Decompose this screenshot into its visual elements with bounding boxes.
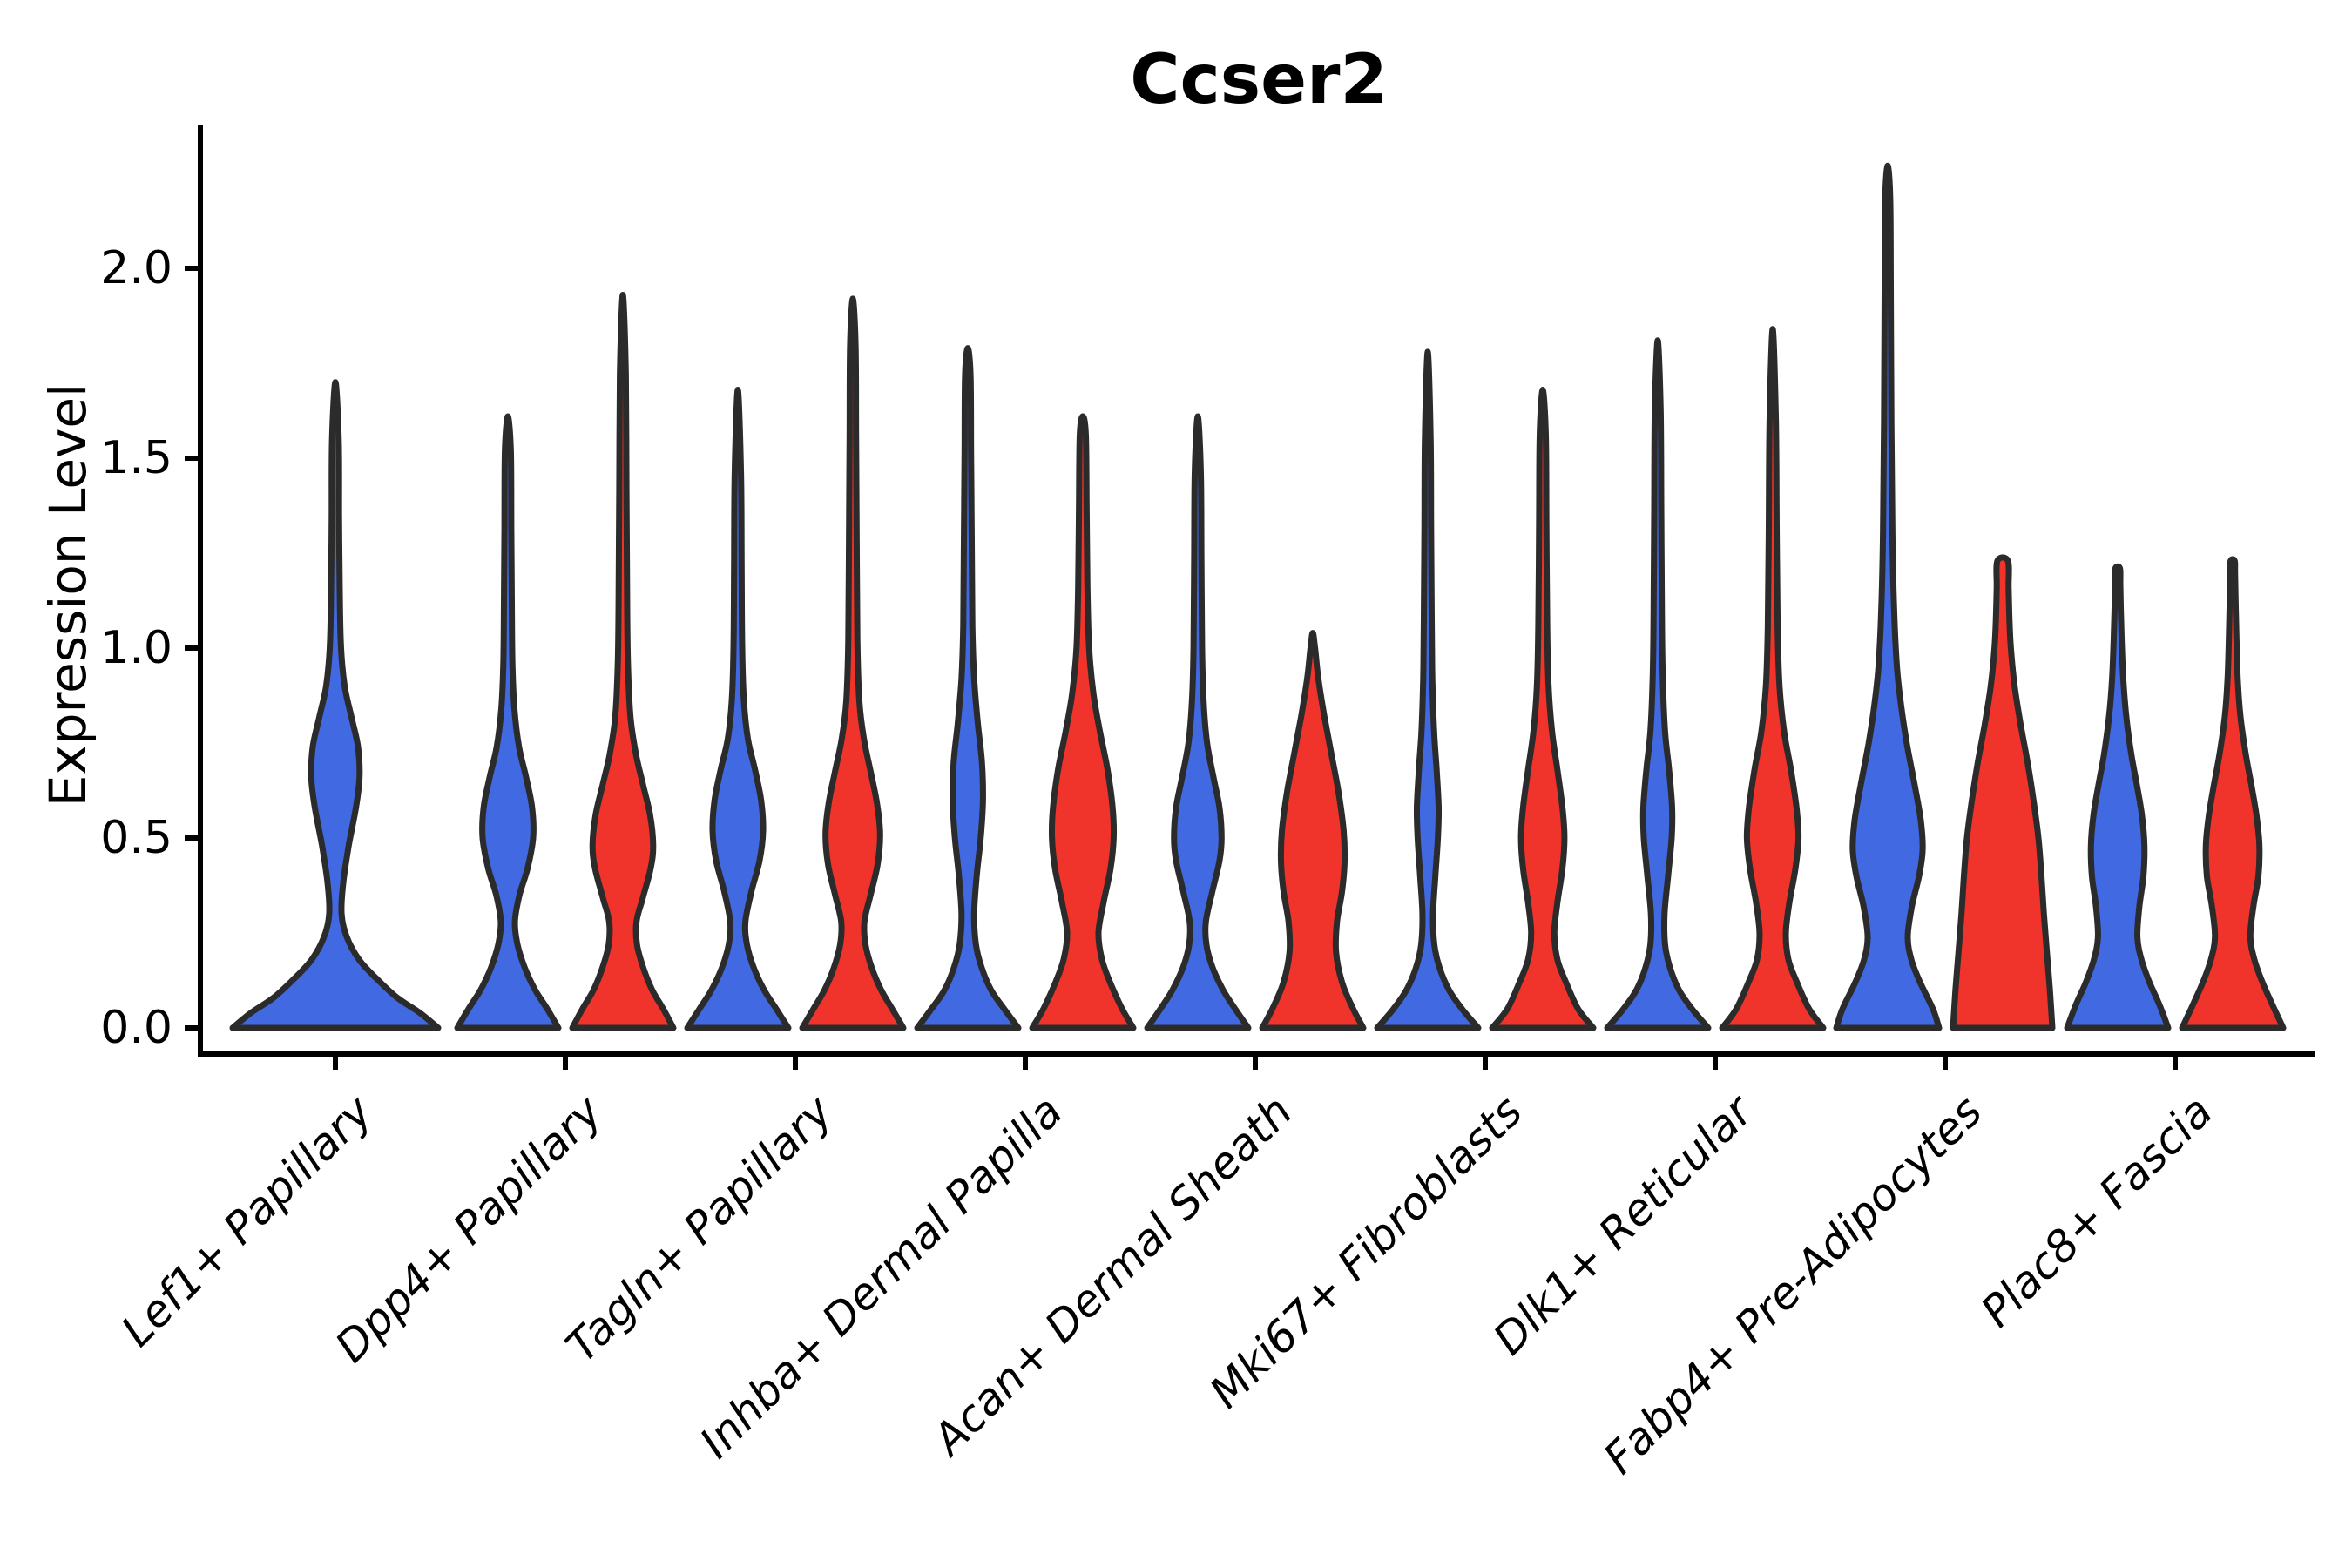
y-tick-mark (185, 645, 198, 651)
violin-blue-mki67-fibroblasts (1374, 348, 1482, 1031)
x-tick-mark (1023, 1057, 1028, 1070)
violin-red-dlk1-reticular (1719, 326, 1827, 1031)
chart-title: Ccser2 (1130, 41, 1388, 119)
violin-red-acan-dermal-sheath (1259, 630, 1367, 1031)
y-tick-mark (185, 1025, 198, 1031)
violin-blue-dpp4-papillary (454, 413, 562, 1031)
x-tick-mark (2173, 1057, 2178, 1070)
violin-red-inhba-dermal-papilla (1029, 413, 1137, 1031)
x-tick-mark (1713, 1057, 1718, 1070)
y-tick-mark (185, 835, 198, 841)
violin-red-fabp4-pre-adipocytes (1950, 554, 2056, 1031)
violin-blue-plac8-fascia (2064, 563, 2172, 1031)
y-tick-label: 0.5 (100, 812, 172, 864)
y-tick-label: 1.5 (100, 432, 172, 484)
violin-red-dpp4-papillary (569, 292, 677, 1031)
y-tick-label: 1.0 (100, 622, 172, 674)
y-tick-mark (185, 456, 198, 461)
y-tick-label: 2.0 (100, 242, 172, 294)
violin-red-mki67-fibroblasts (1489, 387, 1597, 1031)
x-tick-mark (793, 1057, 798, 1070)
x-axis-spine (198, 1051, 2315, 1057)
violin-blue-lef1-papillary (229, 379, 442, 1031)
violin-red-plac8-fascia (2179, 556, 2287, 1031)
x-tick-mark (1943, 1057, 1948, 1070)
x-tick-mark (333, 1057, 338, 1070)
x-tick-mark (1483, 1057, 1488, 1070)
x-tick-mark (563, 1057, 568, 1070)
y-axis-spine (198, 125, 203, 1057)
violin-blue-dlk1-reticular (1604, 337, 1712, 1031)
y-tick-label: 0.0 (100, 1002, 172, 1054)
y-tick-mark (185, 266, 198, 271)
violin-red-tagln-papillary (799, 295, 907, 1031)
violin-blue-inhba-dermal-papilla (914, 345, 1022, 1031)
x-tick-mark (1253, 1057, 1258, 1070)
violin-blue-fabp4-pre-adipocytes (1833, 162, 1943, 1031)
violin-blue-acan-dermal-sheath (1144, 413, 1252, 1031)
violin-blue-tagln-papillary (684, 387, 792, 1031)
